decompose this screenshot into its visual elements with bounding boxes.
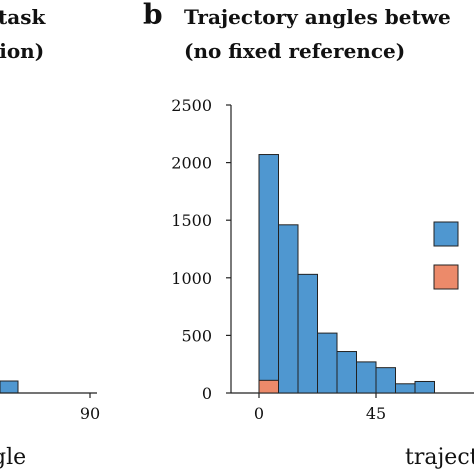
- chart-title-line2: (no fixed reference): [184, 39, 405, 63]
- bar: [278, 224, 299, 394]
- x-axis: 0 45: [231, 392, 474, 423]
- x-axis-label: trajecto: [405, 445, 474, 470]
- bar: [258, 154, 279, 394]
- bar-overlay: [258, 379, 279, 394]
- legend-swatch: [433, 264, 459, 290]
- left-panel-bar: [0, 380, 19, 394]
- panel-letter: b: [143, 0, 163, 31]
- bar: [356, 361, 377, 394]
- panel-b: b Trajectory angles betwe (no fixed refe…: [143, 0, 474, 470]
- left-panel-title-line2: tion): [0, 39, 44, 63]
- chart-title-line1: Trajectory angles betwe: [184, 5, 451, 29]
- x-tick-label: 0: [254, 404, 264, 423]
- bar: [336, 351, 357, 394]
- y-tick-label: 500: [181, 326, 212, 345]
- y-axis: 0 500 1000 1500 2000 2500: [171, 96, 232, 403]
- bar: [317, 332, 338, 394]
- legend-swatch: [433, 221, 459, 247]
- y-tick-label: 2000: [171, 154, 212, 173]
- bar: [395, 383, 416, 394]
- y-tick-label: 1500: [171, 211, 212, 230]
- bar: [414, 380, 435, 394]
- bar: [297, 273, 318, 394]
- left-panel-x-label: gle: [0, 445, 26, 470]
- y-tick-label: 1000: [171, 269, 212, 288]
- bar: [375, 367, 396, 394]
- left-panel: task tion) 90 gle: [0, 5, 100, 470]
- bars: [258, 154, 435, 394]
- y-tick-label: 2500: [171, 96, 212, 115]
- left-panel-title-line1: task: [0, 5, 46, 29]
- y-tick-label: 0: [202, 384, 212, 403]
- x-tick-label: 45: [366, 404, 386, 423]
- left-panel-x-tick-label: 90: [80, 404, 100, 423]
- legend: [433, 221, 459, 290]
